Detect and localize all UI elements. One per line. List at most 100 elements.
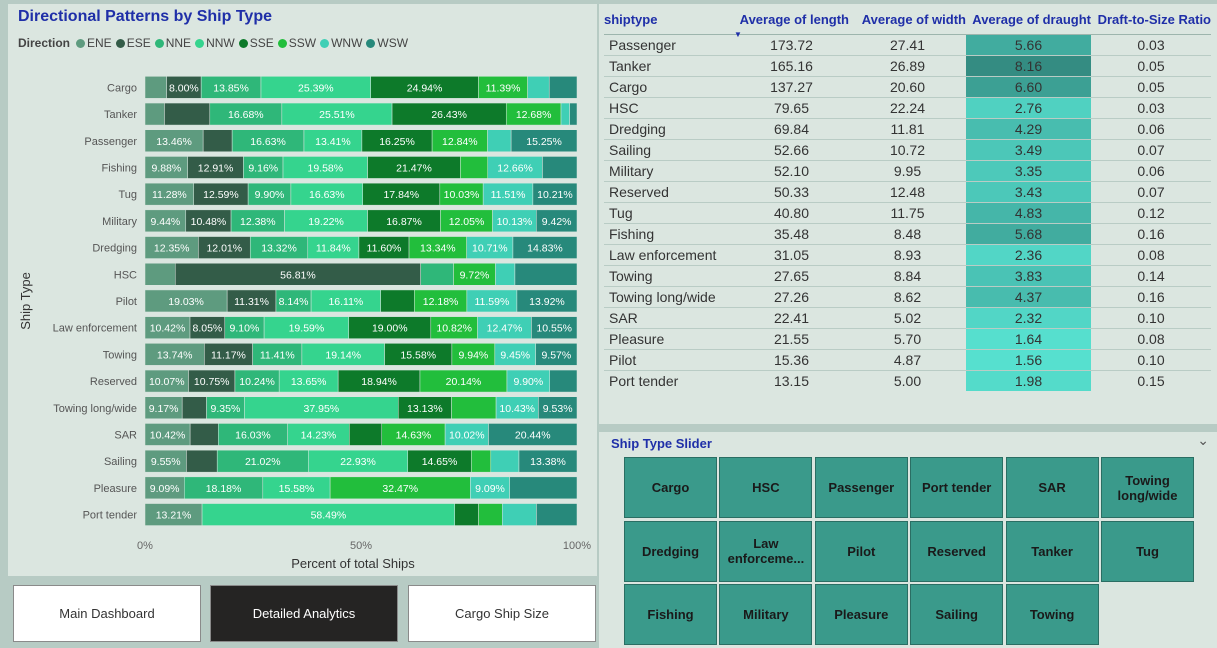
legend-item-ssw[interactable]: SSW bbox=[277, 36, 316, 50]
data-label: 10.42% bbox=[150, 323, 186, 335]
bar-segment-ese bbox=[164, 102, 211, 126]
value-cell: 31.05 bbox=[734, 243, 849, 265]
legend-item-wnw[interactable]: WNW bbox=[320, 36, 362, 50]
table-row[interactable]: Tanker 165.16 26.89 8.16 0.05 bbox=[604, 54, 1211, 76]
chart-legend: Direction ENE ESE NNE NNW SSE SSW WNW WSW bbox=[18, 36, 412, 50]
legend-item-sse[interactable]: SSE bbox=[238, 36, 274, 50]
chart-title: Directional Patterns by Ship Type bbox=[18, 8, 272, 25]
y-tick-label: Towing long/wide bbox=[53, 403, 137, 415]
data-label: 9.90% bbox=[255, 189, 285, 201]
column-header-shiptype[interactable]: shiptype bbox=[604, 8, 734, 35]
slicer-tile-reserved[interactable]: Reserved bbox=[910, 520, 1004, 582]
data-label: 12.47% bbox=[487, 323, 523, 335]
table-row[interactable]: HSC 79.65 22.24 2.76 0.03 bbox=[604, 96, 1211, 118]
sort-descending-icon[interactable]: ▼ bbox=[734, 30, 742, 39]
value-cell: 0.10 bbox=[1091, 306, 1211, 328]
value-cell: 8.62 bbox=[849, 285, 966, 307]
value-cell: 27.41 bbox=[849, 33, 966, 55]
table-row[interactable]: Military 52.10 9.95 3.35 0.06 bbox=[604, 159, 1211, 181]
data-label: 13.46% bbox=[156, 136, 192, 148]
slicer-tile-towing[interactable]: Towing bbox=[1005, 584, 1099, 645]
data-label: 8.00% bbox=[169, 82, 199, 94]
slicer-tile-tug[interactable]: Tug bbox=[1101, 520, 1194, 582]
data-label: 9.90% bbox=[513, 376, 543, 388]
value-cell: 1.56 bbox=[966, 348, 1091, 370]
main-dashboard-button[interactable]: Main Dashboard bbox=[13, 585, 201, 642]
value-cell: 0.05 bbox=[1091, 75, 1211, 97]
bar-segment-wsw bbox=[488, 423, 578, 446]
cargo-ship-size-button[interactable]: Cargo Ship Size bbox=[408, 585, 596, 642]
data-label: 13.41% bbox=[315, 136, 351, 148]
data-label: 21.02% bbox=[245, 456, 281, 468]
legend-dot-icon bbox=[76, 38, 86, 48]
legend-item-nnw[interactable]: NNW bbox=[195, 36, 235, 50]
table-row[interactable]: Tug 40.80 11.75 4.83 0.12 bbox=[604, 201, 1211, 223]
column-header-draft-to-size-ratio[interactable]: Draft-to-Size Ratio bbox=[1091, 8, 1211, 35]
table-row[interactable]: Towing 27.65 8.84 3.83 0.14 bbox=[604, 264, 1211, 286]
legend-dot-icon bbox=[195, 38, 205, 48]
table-row[interactable]: Passenger 173.72 27.41 5.66 0.03 bbox=[604, 33, 1211, 55]
data-label: 12.01% bbox=[206, 243, 242, 255]
data-label: 13.32% bbox=[261, 243, 297, 255]
x-axis-title: Percent of total Ships bbox=[291, 556, 415, 571]
table-row[interactable]: Towing long/wide 27.26 8.62 4.37 0.16 bbox=[604, 285, 1211, 307]
table-row[interactable]: Cargo 137.27 20.60 6.60 0.05 bbox=[604, 75, 1211, 97]
value-cell: 0.08 bbox=[1091, 327, 1211, 349]
data-label: 12.38% bbox=[240, 216, 276, 228]
data-label: 58.49% bbox=[311, 510, 347, 522]
column-header-average-of-length[interactable]: Average of length ▼ bbox=[734, 8, 849, 39]
value-cell: 3.49 bbox=[966, 138, 1091, 160]
column-header-average-of-width[interactable]: Average of width bbox=[849, 8, 966, 35]
slicer-tile-cargo[interactable]: Cargo bbox=[624, 457, 717, 518]
legend-item-ene[interactable]: ENE bbox=[76, 36, 112, 50]
slicer-tile-hsc[interactable]: HSC bbox=[719, 457, 813, 518]
shiptype-cell: Port tender bbox=[604, 369, 734, 391]
slicer-tile-sar[interactable]: SAR bbox=[1005, 457, 1099, 518]
chevron-down-icon[interactable]: ⌄ bbox=[1197, 432, 1209, 448]
bar-segment-wsw bbox=[516, 289, 578, 313]
data-label: 13.65% bbox=[291, 376, 327, 388]
data-label: 10.13% bbox=[497, 216, 533, 228]
data-label: 10.43% bbox=[499, 403, 535, 415]
table-row[interactable]: SAR 22.41 5.02 2.32 0.10 bbox=[604, 306, 1211, 328]
data-label: 13.92% bbox=[529, 296, 565, 308]
legend-label: WSW bbox=[377, 36, 409, 50]
slicer-tile-pilot[interactable]: Pilot bbox=[814, 520, 908, 582]
data-label: 12.18% bbox=[423, 296, 459, 308]
table-row[interactable]: Pleasure 21.55 5.70 1.64 0.08 bbox=[604, 327, 1211, 349]
bar-segment-ene bbox=[144, 76, 167, 99]
data-label: 9.94% bbox=[458, 349, 488, 361]
slicer-tile-law-enforceme[interactable]: Law enforceme... bbox=[719, 520, 813, 582]
legend-item-wsw[interactable]: WSW bbox=[366, 36, 408, 50]
bar-segment-wsw bbox=[569, 102, 578, 126]
table-row[interactable]: Port tender 13.15 5.00 1.98 0.15 bbox=[604, 369, 1211, 391]
legend-item-nne[interactable]: NNE bbox=[154, 36, 191, 50]
legend-item-ese[interactable]: ESE bbox=[115, 36, 151, 50]
column-header-average-of-draught[interactable]: Average of draught bbox=[966, 8, 1091, 35]
slicer-tile-dredging[interactable]: Dredging bbox=[624, 520, 717, 582]
data-label: 13.74% bbox=[157, 349, 193, 361]
slicer-tile-tanker[interactable]: Tanker bbox=[1005, 520, 1099, 582]
table-row[interactable]: Dredging 69.84 11.81 4.29 0.06 bbox=[604, 117, 1211, 139]
slicer-tile-passenger[interactable]: Passenger bbox=[814, 457, 908, 518]
slicer-tile-port-tender[interactable]: Port tender bbox=[910, 457, 1004, 518]
slicer-tile-military[interactable]: Military bbox=[719, 584, 813, 645]
slicer-tile-fishing[interactable]: Fishing bbox=[624, 584, 717, 645]
data-label: 15.25% bbox=[526, 136, 562, 148]
bar-segment-ssw bbox=[471, 449, 492, 473]
slicer-tile-sailing[interactable]: Sailing bbox=[910, 584, 1004, 645]
detailed-analytics-button[interactable]: Detailed Analytics bbox=[210, 585, 398, 642]
table-row[interactable]: Sailing 52.66 10.72 3.49 0.07 bbox=[604, 138, 1211, 160]
shiptype-cell: Fishing bbox=[604, 222, 734, 244]
table-row[interactable]: Fishing 35.48 8.48 5.68 0.16 bbox=[604, 222, 1211, 244]
table-row[interactable]: Reserved 50.33 12.48 3.43 0.07 bbox=[604, 180, 1211, 202]
data-label: 10.71% bbox=[472, 243, 508, 255]
value-cell: 6.60 bbox=[966, 75, 1091, 97]
table-row[interactable]: Pilot 15.36 4.87 1.56 0.10 bbox=[604, 348, 1211, 370]
shiptype-cell: Reserved bbox=[604, 180, 734, 202]
table-row[interactable]: Law enforcement 31.05 8.93 2.36 0.08 bbox=[604, 243, 1211, 265]
data-label: 37.95% bbox=[304, 403, 340, 415]
slicer-tile-pleasure[interactable]: Pleasure bbox=[814, 584, 908, 645]
slicer-tile-towing-long-wide[interactable]: Towing long/wide bbox=[1101, 457, 1194, 518]
value-cell: 8.16 bbox=[966, 54, 1091, 76]
